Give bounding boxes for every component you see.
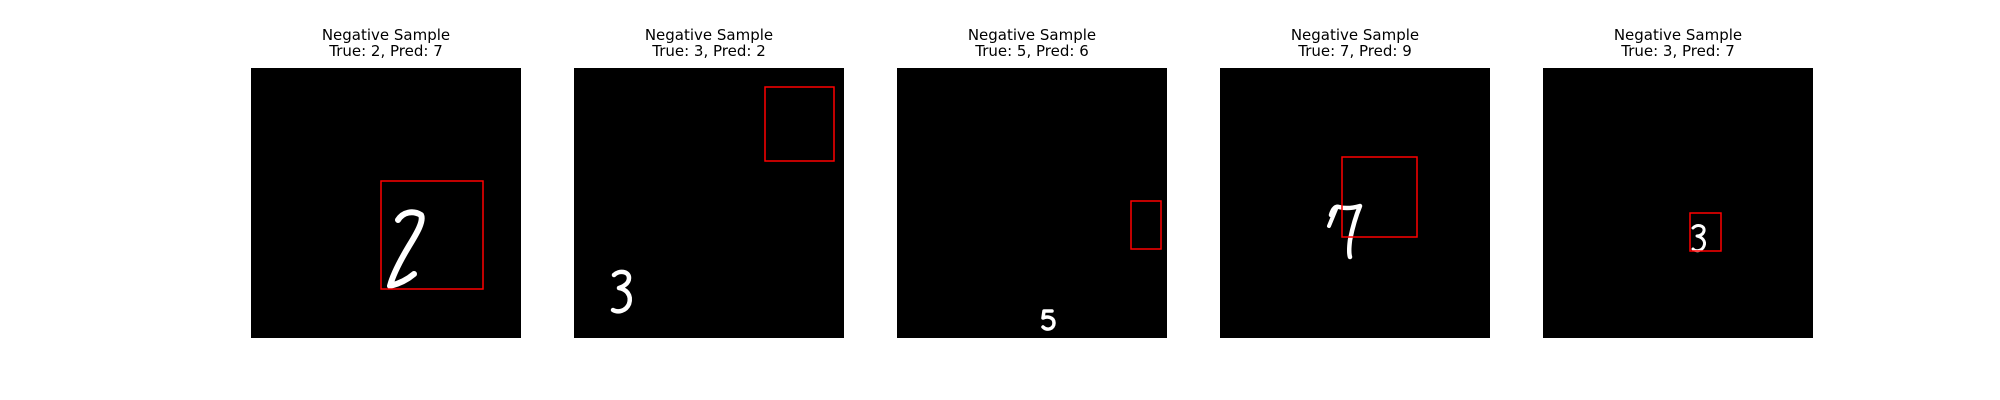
bounding-box: [764, 86, 835, 162]
bounding-box: [1689, 212, 1722, 252]
sample-title: Negative Sample True: 7, Pred: 9: [1180, 27, 1530, 59]
digit-5-icon: [1041, 309, 1056, 331]
sample-labels: True: 2, Pred: 7: [329, 42, 443, 60]
sample-image: [897, 68, 1167, 338]
sample-labels: True: 5, Pred: 6: [975, 42, 1089, 60]
digit-7-stroke: [1327, 207, 1338, 228]
digit-3-icon: [1691, 224, 1706, 253]
sample-svg: [1041, 200, 1162, 331]
sample-svg: [380, 180, 484, 290]
bounding-box: [1341, 156, 1418, 238]
sample-panel-5: Negative Sample True: 3, Pred: 7: [1543, 27, 1813, 338]
sample-labels: True: 7, Pred: 9: [1298, 42, 1412, 60]
sample-image: [1543, 68, 1813, 338]
sample-image: [1220, 68, 1490, 338]
sample-labels: True: 3, Pred: 2: [652, 42, 766, 60]
sample-panel-1: Negative Sample True: 2, Pred: 7: [251, 27, 521, 338]
sample-heading: Negative Sample: [1613, 26, 1743, 44]
sample-svg: [1327, 156, 1418, 260]
sample-svg: [610, 86, 835, 314]
bounding-box: [1130, 200, 1162, 250]
sample-heading: Negative Sample: [321, 26, 451, 44]
sample-title: Negative Sample True: 3, Pred: 7: [1503, 27, 1853, 59]
sample-image: [251, 68, 521, 338]
sample-svg: [1689, 212, 1722, 253]
sample-title: Negative Sample True: 5, Pred: 6: [857, 27, 1207, 59]
sample-panel-2: Negative Sample True: 3, Pred: 2: [574, 27, 844, 338]
sample-labels: True: 3, Pred: 7: [1621, 42, 1735, 60]
bounding-box: [380, 180, 484, 290]
digit-7-icon: [1328, 203, 1363, 260]
digit-3-icon: [610, 269, 632, 314]
sample-title: Negative Sample True: 2, Pred: 7: [211, 27, 561, 59]
sample-heading: Negative Sample: [967, 26, 1097, 44]
sample-title: Negative Sample True: 3, Pred: 2: [534, 27, 884, 59]
sample-heading: Negative Sample: [1290, 26, 1420, 44]
sample-panel-3: Negative Sample True: 5, Pred: 6: [897, 27, 1167, 338]
sample-heading: Negative Sample: [644, 26, 774, 44]
digit-2-icon: [387, 209, 425, 289]
sample-panel-4: Negative Sample True: 7, Pred: 9: [1220, 27, 1490, 338]
sample-image: [574, 68, 844, 338]
